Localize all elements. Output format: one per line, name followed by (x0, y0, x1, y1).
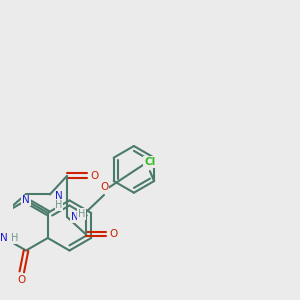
Text: N: N (22, 195, 30, 206)
Text: H: H (11, 233, 19, 243)
Text: O: O (91, 171, 99, 181)
Text: N: N (71, 212, 79, 222)
Text: O: O (18, 275, 26, 285)
Text: O: O (109, 229, 117, 239)
Text: O: O (100, 182, 108, 192)
Text: H: H (78, 209, 85, 219)
Text: Cl: Cl (144, 157, 155, 167)
Text: N: N (1, 233, 8, 243)
Text: N: N (55, 191, 63, 201)
Text: H: H (55, 200, 63, 210)
